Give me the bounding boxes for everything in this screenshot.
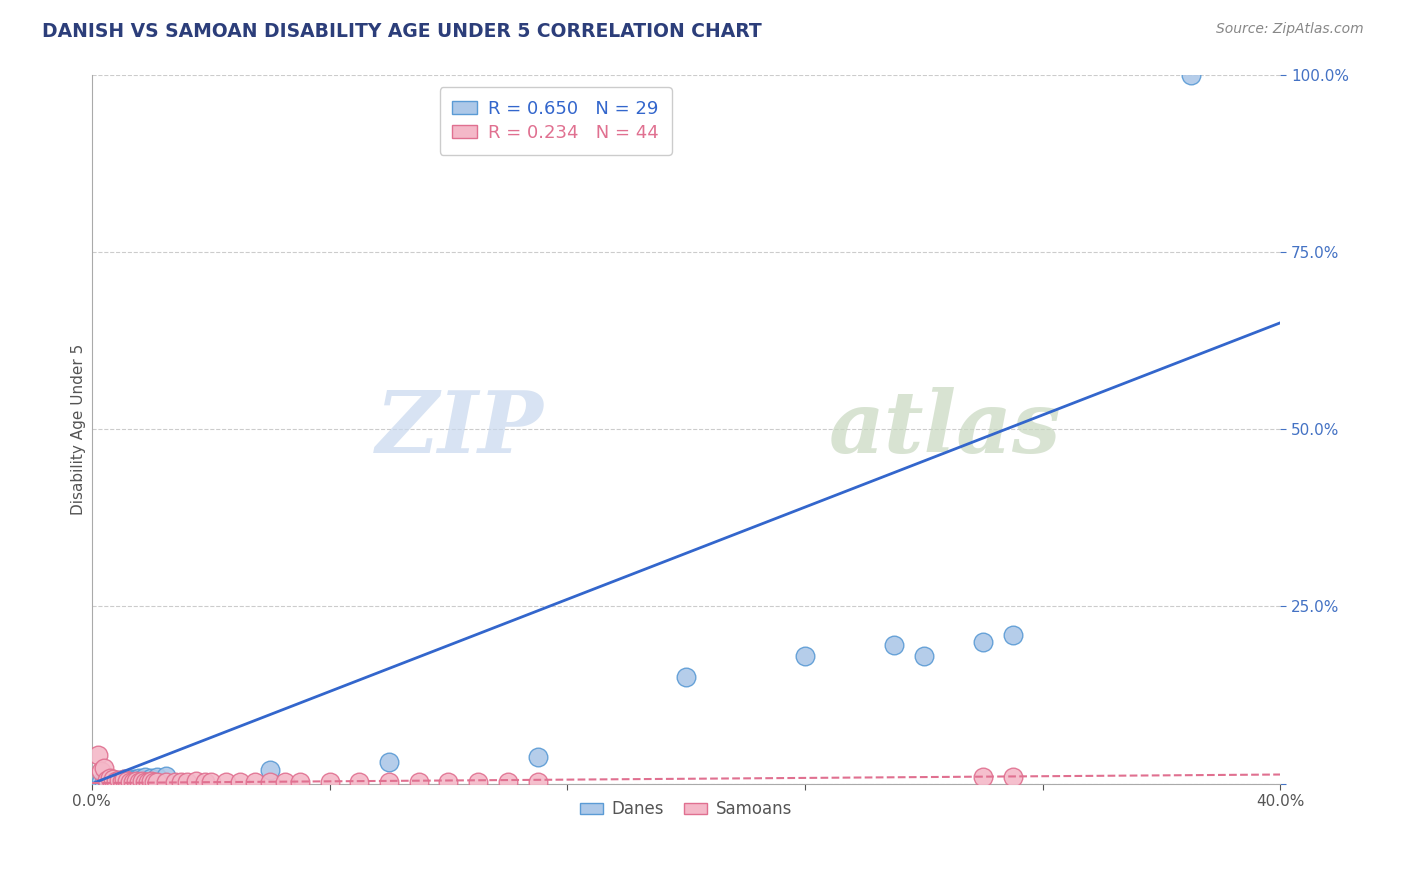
Point	[912, 649, 935, 664]
Point	[675, 670, 697, 684]
Point	[1001, 770, 1024, 784]
Point	[131, 773, 153, 788]
Point	[117, 773, 139, 788]
Point	[318, 774, 340, 789]
Y-axis label: Disability Age Under 5: Disability Age Under 5	[72, 343, 86, 515]
Text: DANISH VS SAMOAN DISABILITY AGE UNDER 5 CORRELATION CHART: DANISH VS SAMOAN DISABILITY AGE UNDER 5 …	[42, 22, 762, 41]
Point	[96, 773, 118, 788]
Point	[143, 774, 166, 789]
Point	[972, 635, 994, 649]
Point	[104, 773, 127, 788]
Point	[972, 770, 994, 784]
Point	[101, 772, 124, 787]
Point	[467, 774, 489, 789]
Text: atlas: atlas	[828, 387, 1062, 471]
Point	[141, 773, 163, 788]
Point	[125, 773, 148, 788]
Point	[114, 772, 136, 787]
Text: ZIP: ZIP	[375, 387, 544, 471]
Point	[245, 774, 267, 789]
Point	[176, 774, 198, 789]
Point	[155, 774, 177, 789]
Point	[184, 773, 207, 788]
Point	[378, 774, 401, 789]
Point	[214, 774, 236, 789]
Point	[1001, 628, 1024, 642]
Point	[117, 773, 139, 788]
Point	[794, 649, 817, 664]
Point	[90, 764, 112, 778]
Point	[107, 774, 129, 789]
Point	[1180, 68, 1202, 82]
Point	[120, 773, 142, 788]
Point	[259, 774, 281, 789]
Text: Source: ZipAtlas.com: Source: ZipAtlas.com	[1216, 22, 1364, 37]
Point	[378, 756, 401, 770]
Point	[141, 771, 163, 785]
Point	[408, 774, 430, 789]
Point	[87, 748, 110, 763]
Point	[229, 774, 252, 789]
Point	[200, 774, 222, 789]
Point	[98, 771, 121, 785]
Point	[146, 774, 169, 789]
Point	[170, 774, 193, 789]
Point	[120, 774, 142, 789]
Point	[101, 773, 124, 788]
Point	[134, 770, 156, 784]
Point	[526, 749, 548, 764]
Point	[136, 774, 159, 789]
Point	[128, 771, 150, 785]
Point	[110, 773, 132, 788]
Point	[125, 772, 148, 786]
Point	[347, 774, 370, 789]
Point	[93, 775, 115, 789]
Legend: Danes, Samoans: Danes, Samoans	[574, 794, 799, 825]
Point	[98, 774, 121, 789]
Point	[90, 774, 112, 789]
Point	[155, 769, 177, 783]
Point	[134, 774, 156, 789]
Point	[114, 772, 136, 787]
Point	[131, 772, 153, 787]
Point	[163, 774, 186, 789]
Point	[496, 774, 519, 789]
Point	[883, 639, 905, 653]
Point	[437, 774, 460, 789]
Point	[288, 774, 311, 789]
Point	[128, 774, 150, 789]
Point	[259, 763, 281, 777]
Point	[146, 770, 169, 784]
Point	[93, 761, 115, 775]
Point	[104, 773, 127, 788]
Point	[110, 773, 132, 788]
Point	[526, 774, 548, 789]
Point	[274, 774, 297, 789]
Point	[107, 773, 129, 788]
Point	[122, 772, 145, 787]
Point	[194, 774, 217, 789]
Point	[122, 774, 145, 789]
Point	[96, 773, 118, 788]
